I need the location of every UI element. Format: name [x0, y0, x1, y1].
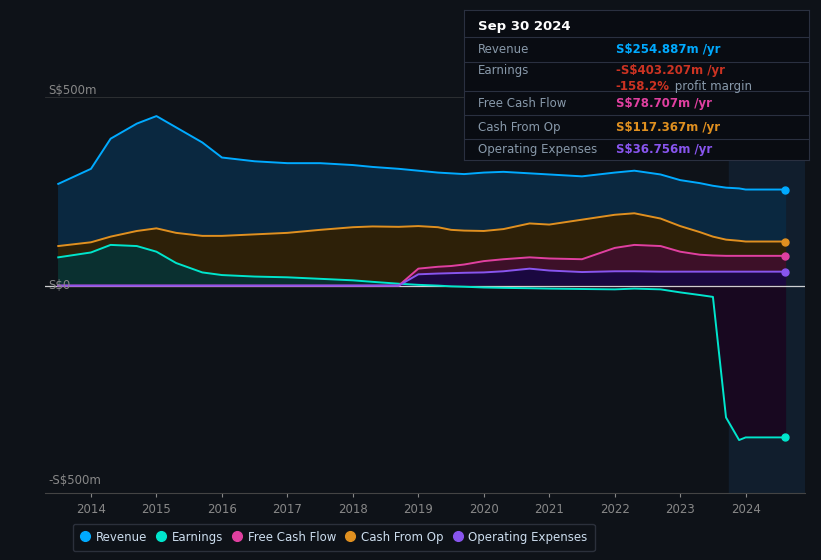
Text: profit margin: profit margin — [671, 80, 752, 92]
Text: S$500m: S$500m — [48, 84, 97, 97]
Legend: Revenue, Earnings, Free Cash Flow, Cash From Op, Operating Expenses: Revenue, Earnings, Free Cash Flow, Cash … — [73, 524, 594, 551]
Text: Free Cash Flow: Free Cash Flow — [478, 97, 566, 110]
Text: S$78.707m /yr: S$78.707m /yr — [616, 97, 712, 110]
Point — [778, 237, 791, 246]
Point — [778, 251, 791, 260]
Text: -158.2%: -158.2% — [616, 80, 670, 92]
Text: Sep 30 2024: Sep 30 2024 — [478, 20, 571, 33]
Text: S$254.887m /yr: S$254.887m /yr — [616, 43, 720, 56]
Text: Cash From Op: Cash From Op — [478, 121, 560, 134]
Text: -S$500m: -S$500m — [48, 474, 101, 487]
Text: Earnings: Earnings — [478, 64, 529, 77]
Point — [778, 185, 791, 194]
Point — [778, 267, 791, 276]
Point — [778, 433, 791, 442]
Text: Operating Expenses: Operating Expenses — [478, 143, 597, 156]
Text: Revenue: Revenue — [478, 43, 529, 56]
Bar — [729, 78, 821, 493]
Text: S$0: S$0 — [48, 279, 71, 292]
Text: S$117.367m /yr: S$117.367m /yr — [616, 121, 720, 134]
Text: -S$403.207m /yr: -S$403.207m /yr — [616, 64, 725, 77]
Text: S$36.756m /yr: S$36.756m /yr — [616, 143, 712, 156]
